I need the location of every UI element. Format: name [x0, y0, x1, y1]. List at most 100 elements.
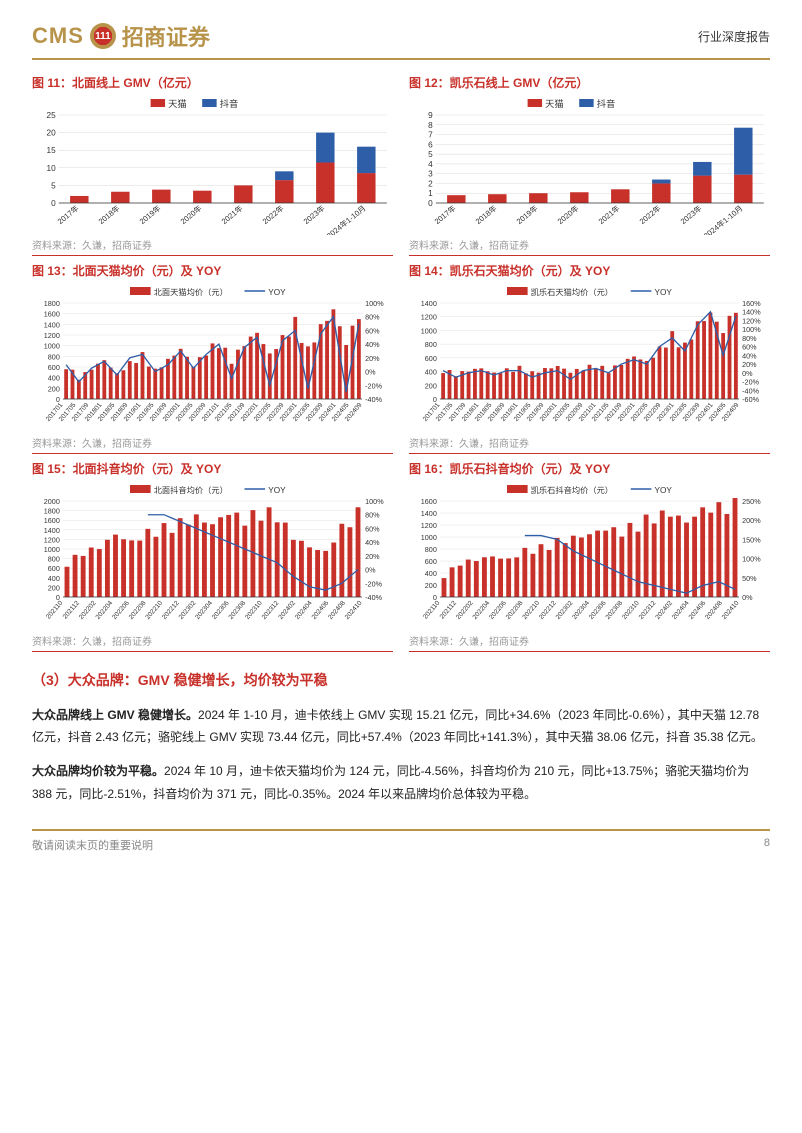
logo-cn-text: 招商证券	[122, 20, 210, 52]
svg-text:400: 400	[48, 375, 60, 383]
svg-text:600: 600	[48, 565, 60, 573]
svg-text:100%: 100%	[742, 556, 761, 564]
page-number: 8	[764, 837, 770, 853]
figure-11-source: 资料来源：久谦，招商证券	[32, 237, 393, 252]
svg-text:1000: 1000	[44, 343, 60, 351]
svg-text:1600: 1600	[44, 517, 60, 525]
svg-text:40%: 40%	[742, 352, 757, 360]
svg-text:20%: 20%	[365, 553, 380, 561]
svg-text:0%: 0%	[365, 567, 376, 575]
figure-15-source: 资料来源：久谦，招商证券	[32, 633, 393, 648]
svg-text:2021年: 2021年	[219, 203, 245, 226]
figure-12-title: 图 12：凯乐石线上 GMV（亿元）	[409, 74, 770, 91]
svg-text:2024年1-10月: 2024年1-10月	[324, 203, 367, 235]
svg-text:50%: 50%	[742, 575, 757, 583]
svg-text:2020年: 2020年	[555, 203, 581, 226]
svg-text:YOY: YOY	[268, 486, 286, 495]
svg-text:3: 3	[428, 170, 433, 179]
svg-text:100%: 100%	[742, 326, 761, 334]
svg-text:60%: 60%	[365, 328, 380, 336]
svg-text:120%: 120%	[742, 318, 761, 326]
svg-text:-60%: -60%	[742, 396, 760, 404]
document-type: 行业深度报告	[698, 28, 770, 45]
svg-text:天猫: 天猫	[545, 98, 564, 109]
svg-text:抖音: 抖音	[220, 98, 239, 109]
svg-text:YOY: YOY	[654, 288, 672, 297]
svg-text:200: 200	[425, 582, 437, 590]
svg-text:100%: 100%	[365, 300, 384, 308]
svg-text:YOY: YOY	[268, 288, 286, 297]
svg-text:1800: 1800	[44, 300, 60, 308]
page-header: CMS 111 招商证券 行业深度报告	[32, 20, 770, 60]
svg-text:0: 0	[51, 199, 56, 208]
figure-16-source: 资料来源：久谦，招商证券	[409, 633, 770, 648]
svg-text:1000: 1000	[421, 534, 437, 542]
paragraph-1: 大众品牌线上 GMV 稳健增长。2024 年 1-10 月，迪卡侬线上 GMV …	[32, 704, 770, 748]
svg-text:4: 4	[428, 160, 433, 169]
svg-text:1000: 1000	[44, 546, 60, 554]
svg-text:800: 800	[48, 556, 60, 564]
svg-text:2018年: 2018年	[96, 203, 122, 226]
svg-text:1400: 1400	[44, 527, 60, 535]
logo-emblem-icon: 111	[90, 23, 116, 49]
figure-12: 图 12：凯乐石线上 GMV（亿元） 天猫抖音01234567892017年20…	[409, 74, 770, 256]
svg-text:80%: 80%	[365, 512, 380, 520]
svg-text:2017年: 2017年	[55, 203, 81, 226]
svg-text:2021年: 2021年	[596, 203, 622, 226]
page-footer: 敬请阅读末页的重要说明 8	[32, 829, 770, 853]
svg-text:20: 20	[47, 129, 57, 138]
svg-text:-20%: -20%	[365, 382, 383, 390]
svg-text:北面抖音均价（元）: 北面抖音均价（元）	[154, 485, 228, 495]
svg-text:-20%: -20%	[742, 379, 760, 387]
svg-text:2020年: 2020年	[178, 203, 204, 226]
svg-text:2023年: 2023年	[301, 203, 327, 226]
svg-text:1200: 1200	[44, 332, 60, 340]
svg-text:400: 400	[425, 570, 437, 578]
paragraph-1-bold: 大众品牌线上 GMV 稳健增长。	[32, 708, 198, 722]
svg-text:200%: 200%	[742, 517, 761, 525]
svg-text:1: 1	[428, 189, 433, 198]
svg-text:2022年: 2022年	[260, 203, 286, 226]
svg-text:2000: 2000	[44, 498, 60, 506]
svg-text:1400: 1400	[44, 321, 60, 329]
svg-text:1600: 1600	[421, 498, 437, 506]
figure-11-title: 图 11：北面线上 GMV（亿元）	[32, 74, 393, 91]
svg-text:2022年: 2022年	[637, 203, 663, 226]
svg-text:6: 6	[428, 140, 433, 149]
svg-text:140%: 140%	[742, 309, 761, 317]
figure-13-title: 图 13：北面天猫均价（元）及 YOY	[32, 262, 393, 279]
svg-text:800: 800	[425, 341, 437, 349]
paragraph-2: 大众品牌均价较为平稳。2024 年 10 月，迪卡侬天猫均价为 124 元，同比…	[32, 760, 770, 804]
svg-text:10: 10	[47, 164, 57, 173]
svg-text:100%: 100%	[365, 498, 384, 506]
figure-15-title: 图 15：北面抖音均价（元）及 YOY	[32, 460, 393, 477]
svg-text:天猫: 天猫	[168, 98, 187, 109]
svg-text:0%: 0%	[742, 594, 753, 602]
figure-15: 图 15：北面抖音均价（元）及 YOY 北面抖音均价（元）YOY02004006…	[32, 460, 393, 652]
svg-text:2019年: 2019年	[137, 203, 163, 226]
svg-text:600: 600	[48, 364, 60, 372]
svg-text:25: 25	[47, 111, 57, 120]
svg-text:1200: 1200	[44, 536, 60, 544]
svg-text:-40%: -40%	[365, 594, 383, 602]
svg-text:YOY: YOY	[654, 486, 672, 495]
svg-text:60%: 60%	[742, 344, 757, 352]
svg-text:-20%: -20%	[365, 580, 383, 588]
svg-text:200: 200	[48, 385, 60, 393]
svg-text:-40%: -40%	[742, 387, 760, 395]
svg-text:凯乐石天猫均价（元）: 凯乐石天猫均价（元）	[531, 287, 613, 297]
figure-14-source: 资料来源：久谦，招商证券	[409, 435, 770, 450]
svg-text:80%: 80%	[365, 314, 380, 322]
figure-14-title: 图 14：凯乐石天猫均价（元）及 YOY	[409, 262, 770, 279]
svg-text:160%: 160%	[742, 300, 761, 308]
section-3-title: （3）大众品牌：GMV 稳健增长，均价较为平稳	[32, 670, 770, 690]
svg-text:1200: 1200	[421, 314, 437, 322]
svg-text:600: 600	[425, 558, 437, 566]
svg-text:0: 0	[428, 199, 433, 208]
svg-text:800: 800	[425, 546, 437, 554]
svg-text:抖音: 抖音	[597, 98, 616, 109]
svg-text:20%: 20%	[365, 355, 380, 363]
svg-text:40%: 40%	[365, 341, 380, 349]
figure-12-source: 资料来源：久谦，招商证券	[409, 237, 770, 252]
svg-text:9: 9	[428, 111, 433, 120]
